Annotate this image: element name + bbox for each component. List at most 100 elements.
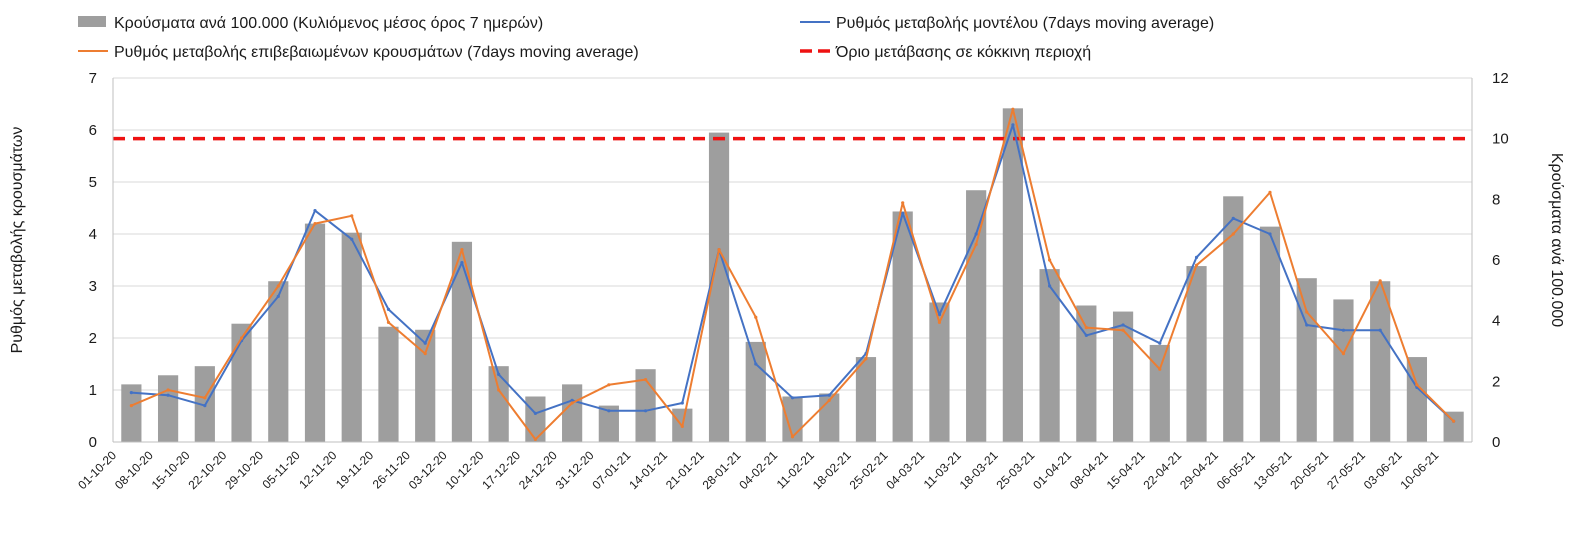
line-point — [1084, 326, 1088, 330]
line-point — [1305, 323, 1309, 327]
line-point — [570, 401, 574, 405]
line-point — [166, 393, 170, 397]
bar — [1406, 357, 1428, 442]
line-point — [1378, 279, 1382, 283]
line-point — [276, 294, 280, 298]
x-tick-label: 24-12-20 — [516, 448, 560, 492]
x-tick-label: 31-12-20 — [553, 448, 597, 492]
x-tick-label: 06-05-21 — [1214, 448, 1258, 492]
line-point — [386, 320, 391, 324]
bar — [1039, 269, 1060, 442]
bar — [268, 281, 289, 442]
y-left-tick-label: 7 — [89, 70, 97, 87]
x-tick-label: 08-10-20 — [112, 448, 156, 492]
line-point — [937, 313, 942, 317]
line-point — [1194, 255, 1199, 259]
line-point — [1048, 258, 1052, 262]
x-tick-label: 18-02-21 — [810, 448, 854, 492]
y-axis-left-title: Ρυθμός μεταβολής κρουσμάτων — [9, 127, 26, 354]
y-left-tick-label: 4 — [89, 226, 97, 243]
x-tick-label: 15-04-21 — [1104, 448, 1148, 492]
x-tick-label: 22-04-21 — [1140, 448, 1184, 492]
series-line — [131, 123, 1455, 422]
line-point — [607, 383, 611, 387]
x-tick-label: 04-03-21 — [883, 448, 927, 492]
line-point — [533, 437, 537, 441]
line-point — [1378, 328, 1382, 332]
line-point — [1011, 123, 1015, 127]
bar — [1112, 311, 1134, 442]
bar — [488, 366, 509, 442]
x-tick-label: 25-03-21 — [993, 448, 1037, 492]
x-tick-label: 08-04-21 — [1067, 448, 1111, 492]
line-point — [497, 372, 501, 376]
legend-label: Ρυθμός μεταβολής μοντέλου (7days moving … — [836, 15, 1214, 32]
x-tick-label: 10-06-21 — [1398, 448, 1442, 492]
bar — [855, 357, 877, 442]
x-tick-label: 03-12-20 — [406, 448, 450, 492]
x-tick-label: 10-12-20 — [443, 448, 487, 492]
legend-label: Ρυθμός μεταβολής επιβεβαιωμένων κρουσμάτ… — [114, 44, 639, 61]
x-tick-label: 20-05-21 — [1287, 448, 1331, 492]
y-left-tick-label: 3 — [89, 278, 97, 295]
x-tick-label: 13-05-21 — [1251, 448, 1295, 492]
x-tick-label: 27-05-21 — [1324, 448, 1368, 492]
line-point — [754, 315, 758, 319]
line-point — [203, 396, 207, 400]
bar — [121, 384, 142, 442]
bar — [1149, 344, 1170, 442]
x-tick-label: 18-03-21 — [957, 448, 1001, 492]
line-point — [276, 284, 280, 288]
line-point — [1452, 419, 1456, 423]
bar — [231, 323, 252, 442]
line-point — [166, 388, 170, 392]
x-tick-label: 29-04-21 — [1177, 448, 1221, 492]
bar — [1259, 226, 1281, 442]
line-point — [313, 209, 317, 213]
line-point — [1048, 284, 1052, 288]
bar — [562, 384, 583, 442]
bar — [1333, 299, 1354, 442]
bar — [966, 190, 987, 442]
y-right-tick-label: 2 — [1492, 373, 1500, 390]
x-tick-label: 11-02-21 — [774, 448, 817, 491]
bar — [1296, 278, 1317, 442]
bar — [1443, 411, 1464, 442]
bar — [341, 232, 362, 442]
x-tick-label: 12-11-20 — [296, 448, 339, 491]
line-point — [460, 248, 464, 252]
line-point — [1305, 310, 1309, 314]
line-point — [1415, 383, 1419, 387]
x-tick-label: 04-02-21 — [736, 448, 780, 492]
line-point — [607, 409, 611, 413]
line-point — [423, 352, 427, 356]
y-right-tick-label: 10 — [1492, 131, 1509, 148]
line-point — [497, 388, 501, 392]
y-left-tick-label: 1 — [89, 382, 97, 399]
legend: Κρούσματα ανά 100.000 (Κυλιόμενος μέσος … — [78, 15, 1214, 61]
line-point — [1341, 328, 1346, 332]
line-point — [790, 435, 795, 439]
bar — [1223, 196, 1244, 442]
bar — [598, 405, 619, 442]
line-point — [754, 362, 758, 366]
line-point — [643, 378, 648, 382]
x-tick-label: 21-01-21 — [663, 448, 707, 492]
line-point — [203, 404, 207, 408]
y-left-tick-label: 2 — [89, 330, 97, 347]
line-point — [717, 248, 721, 252]
line-point — [643, 409, 648, 413]
line-point — [386, 307, 391, 311]
y-left-tick-label: 5 — [89, 174, 97, 191]
line-point — [974, 242, 978, 246]
y-right-tick-label: 8 — [1492, 191, 1500, 208]
line-point — [901, 211, 905, 215]
bar — [929, 302, 950, 442]
line-point — [937, 320, 942, 324]
line-point — [239, 336, 244, 340]
line-point — [350, 214, 354, 218]
line-point — [313, 222, 317, 226]
x-tick-label: 05-11-20 — [260, 448, 303, 491]
